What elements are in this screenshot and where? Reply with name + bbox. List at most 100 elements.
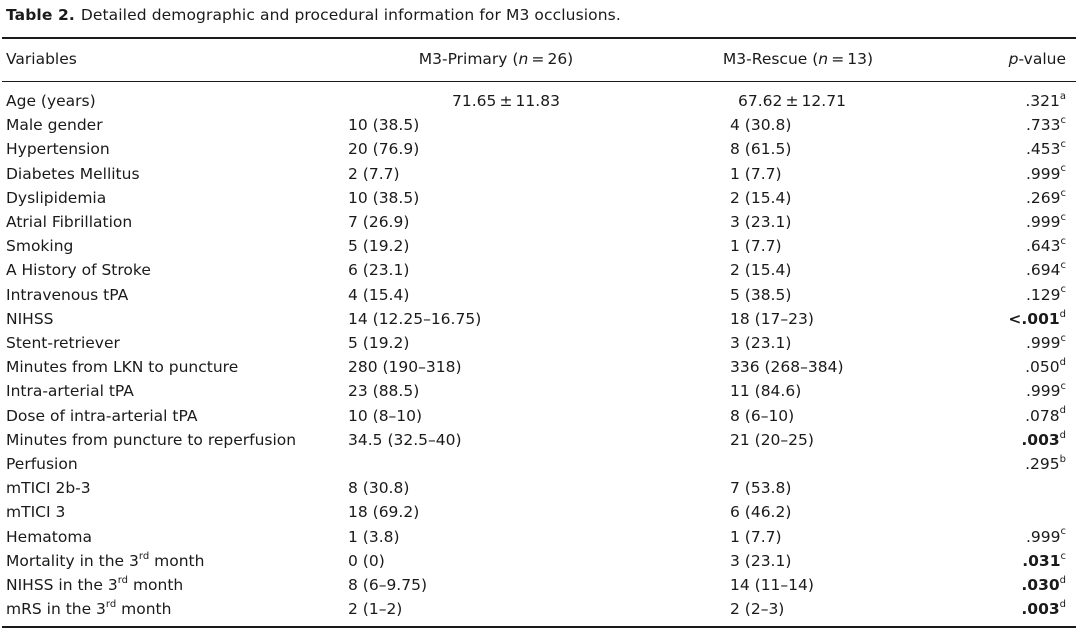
cell-variable: Minutes from LKN to puncture [6,358,239,377]
cell-m3-rescue: 4 (30.8) [730,116,792,135]
cell-variable: A History of Stroke [6,261,151,280]
caption-text: Detailed demographic and procedural info… [80,6,621,24]
cell-p-value: .999c [1025,381,1066,401]
cell-m3-rescue: 14 (11–14) [730,576,814,594]
header-variables: Variables [6,50,77,68]
cell-p-value: .003d [1021,429,1066,449]
cell-m3-primary: 8 (30.8) [348,479,410,498]
table-row: mRS in the 3rd month 2 (1–2) 2 (2–3) .003d [0,597,1080,621]
cell-m3-primary: 34.5 (32.5–40) [348,430,462,449]
cell-m3-rescue: 7 (53.8) [730,479,792,498]
cell-p-value: .999c [1025,526,1066,546]
cell-p-value: .643c [1025,236,1066,256]
cell-p-value: .031c [1022,550,1066,570]
table-row: Hematoma 1 (3.8) 1 (7.7) .999c [0,525,1080,549]
cell-p-value: .030d [1021,574,1066,594]
cell-m3-rescue: 5 (38.5) [730,285,792,304]
cell-variable: mTICI 2b-3 [6,479,91,498]
table-top-rule [2,37,1076,39]
cell-variable: mRS in the 3rd month [6,599,172,619]
cell-p-value: .733c [1025,115,1066,135]
cell-m3-rescue: 3 (23.1) [730,213,792,231]
cell-m3-primary: 4 (15.4) [348,285,410,304]
cell-m3-primary: 23 (88.5) [348,382,420,401]
cell-m3-primary: 6 (23.1) [348,261,410,280]
cell-m3-rescue: 8 (61.5) [730,140,792,159]
table-caption: Table 2. Detailed demographic and procedu… [6,6,621,24]
cell-m3-rescue: 2 (2–3) [730,600,785,619]
cell-p-value: .999c [1025,163,1066,183]
table-row: Male gender 10 (38.5) 4 (30.8) .733c [0,113,1080,137]
cell-p-value: .269c [1025,187,1066,207]
cell-p-value: .999c [1025,332,1066,352]
table-row: Age (years) 71.65 ± 11.83 67.62 ± 12.71 .32… [0,89,1080,113]
caption-label: Table 2. [6,6,75,24]
cell-m3-rescue: 2 (15.4) [730,261,792,280]
cell-m3-rescue: 1 (7.7) [730,527,782,546]
cell-m3-primary: 2 (7.7) [348,164,400,183]
cell-m3-rescue: 3 (23.1) [730,551,792,570]
cell-m3-primary: 20 (76.9) [348,140,420,159]
cell-m3-primary: 0 (0) [348,551,385,570]
table-row: Dose of intra-arterial tPA 10 (8–10) 8 (6–… [0,404,1080,428]
table-row: Atrial Fibrillation 7 (26.9) 3 (23.1) .999c [0,210,1080,234]
cell-p-value: .999c [1025,211,1066,231]
table-row: NIHSS 14 (12.25–16.75) 18 (17–23) <.001d [0,307,1080,331]
cell-variable: Mortality in the 3rd month [6,550,205,570]
header-m3-primary: M3-Primary (n = 26) [418,50,574,68]
cell-m3-rescue: 3 (23.1) [730,334,792,352]
cell-p-value: .129c [1025,284,1066,304]
table-row: Hypertension 20 (76.9) 8 (61.5) .453c [0,137,1080,161]
cell-variable: Male gender [6,116,103,135]
cell-m3-rescue: 8 (6–10) [730,406,795,425]
cell-p-value: .321a [1025,90,1066,110]
cell-p-value: .050d [1025,357,1066,377]
cell-variable: Hematoma [6,527,92,546]
cell-m3-primary: 10 (38.5) [348,188,420,207]
cell-variable: Intravenous tPA [6,285,129,304]
cell-m3-rescue: 336 (268–384) [730,358,844,377]
table-row: Perfusion .295b [0,452,1080,476]
cell-m3-rescue: 11 (84.6) [730,382,802,401]
cell-m3-primary: 8 (6–9.75) [348,576,428,594]
table-row: Dyslipidemia 10 (38.5) 2 (15.4) .269c [0,186,1080,210]
cell-m3-rescue: 1 (7.7) [730,237,782,256]
table-row: Intra-arterial tPA 23 (88.5) 11 (84.6) .999… [0,379,1080,403]
cell-m3-primary: 2 (1–2) [348,600,403,619]
header-p-value: p-value [1008,50,1066,68]
cell-m3-rescue: 21 (20–25) [730,430,814,449]
cell-p-value: .003d [1021,599,1066,619]
table-row: A History of Stroke 6 (23.1) 2 (15.4) .694c [0,258,1080,282]
cell-m3-rescue: 1 (7.7) [730,164,782,183]
cell-variable: Dyslipidemia [6,188,107,207]
cell-m3-primary: 10 (38.5) [348,116,420,135]
cell-p-value: <.001d [1008,308,1066,328]
table-header: Variables M3-Primary (n = 26) M3-Rescue … [0,47,1080,71]
cell-p-value: .078d [1025,405,1066,425]
table-row: Diabetes Mellitus 2 (7.7) 1 (7.7) .999c [0,162,1080,186]
cell-p-value: .295b [1025,453,1066,473]
header-m3-rescue: M3-Rescue (n = 13) [722,50,874,68]
cell-m3-primary: 14 (12.25–16.75) [348,309,482,328]
cell-variable: Dose of intra-arterial tPA [6,406,198,425]
table-row: Minutes from LKN to puncture 280 (190–318… [0,355,1080,379]
table-row: Mortality in the 3rd month 0 (0) 3 (23.1).… [0,549,1080,573]
cell-variable: Intra-arterial tPA [6,382,134,401]
table-row: Stent-retriever 5 (19.2) 3 (23.1) .999c [0,331,1080,355]
table-row: Smoking 5 (19.2) 1 (7.7) .643c [0,234,1080,258]
cell-variable: Age (years) [6,92,96,110]
table-row: Intravenous tPA 4 (15.4) 5 (38.5) .129c [0,283,1080,307]
cell-m3-primary: 5 (19.2) [348,237,410,256]
cell-m3-primary: 5 (19.2) [348,334,410,352]
cell-m3-primary: 18 (69.2) [348,503,420,522]
cell-p-value: .453c [1025,139,1066,159]
cell-variable: Perfusion [6,455,78,473]
cell-variable: NIHSS in the 3rd month [6,574,184,594]
cell-variable: Hypertension [6,140,110,159]
cell-variable: Diabetes Mellitus [6,164,140,183]
cell-m3-primary: 10 (8–10) [348,406,423,425]
cell-m3-rescue: 67.62 ± 12.71 [738,92,846,110]
cell-m3-primary: 1 (3.8) [348,527,400,546]
cell-m3-primary: 7 (26.9) [348,213,410,231]
table-row: Minutes from puncture to reperfusion 34.5… [0,428,1080,452]
